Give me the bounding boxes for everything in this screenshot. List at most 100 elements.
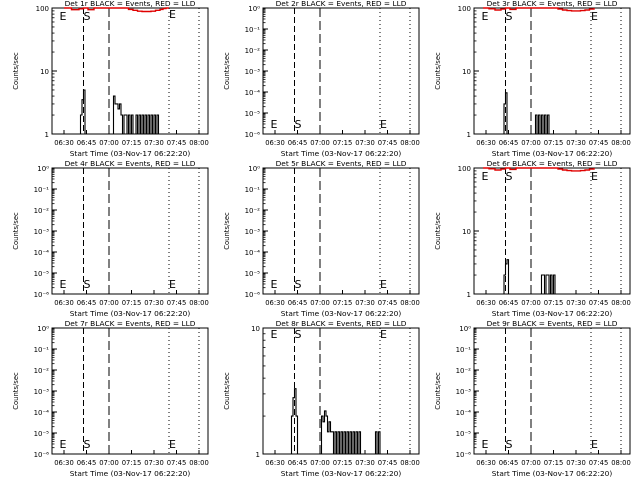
x-tick-label: 06:45	[499, 139, 519, 147]
y-tick-label: 100	[36, 5, 49, 13]
x-tick-label: 07:45	[378, 139, 398, 147]
y-tick-label: 1	[45, 131, 49, 139]
y-tick-label: 10⁻²	[245, 47, 261, 55]
start-marker: S	[295, 328, 302, 341]
y-axis-label: Counts/sec	[434, 52, 442, 90]
x-tick-label: 06:30	[476, 139, 496, 147]
x-tick-label: 07:45	[589, 139, 609, 147]
y-tick-label: 10⁻¹	[34, 186, 50, 194]
x-tick-label: 07:00	[521, 299, 541, 307]
plot-frame	[473, 327, 631, 455]
x-tick-label: 07:15	[122, 139, 142, 147]
y-tick-label: 10⁻²	[245, 207, 261, 215]
y-axis-label: Counts/sec	[223, 212, 231, 250]
x-tick-label: 07:30	[144, 139, 164, 147]
y-tick-label: 10⁻⁴	[245, 249, 261, 257]
y-tick-label: 10	[462, 68, 471, 76]
x-tick-label: 07:00	[310, 459, 330, 467]
x-tick-label: 07:30	[355, 299, 375, 307]
lld-series-line	[483, 167, 595, 172]
x-tick-label: 07:30	[355, 139, 375, 147]
start-marker: S	[295, 118, 302, 131]
plot-frame	[51, 327, 209, 455]
y-tick-label: 10⁰	[248, 5, 260, 13]
end-marker: E	[169, 8, 176, 21]
y-tick-label: 10⁰	[248, 165, 260, 173]
x-tick-label: 07:00	[521, 139, 541, 147]
x-tick-label: 07:30	[566, 139, 586, 147]
y-tick-label: 10⁻¹	[34, 346, 50, 354]
y-tick-label: 10⁻¹	[245, 26, 261, 34]
start-marker: S	[506, 170, 513, 183]
x-tick-label: 07:15	[122, 299, 142, 307]
panel-title: Det 3r BLACK = Events, RED = LLD	[487, 0, 618, 8]
y-tick-label: 10⁻²	[456, 367, 472, 375]
end-marker: E	[591, 438, 598, 451]
x-tick-label: 07:15	[333, 299, 353, 307]
x-axis-label: Start Time (03-Nov-17 06:22:20)	[70, 309, 191, 318]
x-tick-label: 07:45	[378, 459, 398, 467]
detector-panel-4: Det 4r BLACK = Events, RED = LLD Counts/s…	[12, 159, 209, 318]
y-tick-label: 1	[467, 131, 471, 139]
x-tick-label: 07:45	[167, 299, 187, 307]
x-tick-label: 08:00	[189, 459, 209, 467]
x-tick-label: 06:45	[288, 299, 308, 307]
x-tick-label: 07:30	[355, 459, 375, 467]
y-tick-label: 100	[458, 5, 471, 13]
x-tick-label: 08:00	[611, 299, 631, 307]
panel-title: Det 2r BLACK = Events, RED = LLD	[276, 0, 407, 8]
end-marker: E	[591, 10, 598, 23]
y-tick-label: 10⁻⁴	[34, 409, 50, 417]
x-tick-label: 06:30	[476, 299, 496, 307]
y-tick-label: 10	[40, 68, 49, 76]
y-axis-label: Counts/sec	[223, 52, 231, 90]
plot-frame	[262, 7, 420, 135]
panel-title: Det 7r BLACK = Events, RED = LLD	[65, 319, 196, 328]
detector-panel-1: Det 1r BLACK = Events, RED = LLD Counts/s…	[12, 0, 209, 158]
x-tick-label: 07:15	[333, 459, 353, 467]
y-tick-label: 10⁻⁵	[456, 430, 472, 438]
x-tick-label: 08:00	[611, 139, 631, 147]
start-marker: S	[295, 278, 302, 291]
y-tick-label: 10⁻⁵	[245, 270, 261, 278]
x-tick-label: 07:00	[99, 459, 119, 467]
y-tick-label: 10⁻⁵	[34, 270, 50, 278]
panel-title: Det 9r BLACK = Events, RED = LLD	[487, 319, 618, 328]
detector-panel-5: Det 5r BLACK = Events, RED = LLD Counts/s…	[223, 159, 420, 318]
x-tick-label: 07:00	[99, 299, 119, 307]
x-tick-label: 08:00	[400, 299, 420, 307]
end-marker: E	[380, 118, 387, 131]
x-tick-label: 07:30	[566, 299, 586, 307]
y-tick-label: 10⁻⁴	[456, 409, 472, 417]
x-tick-label: 08:00	[189, 299, 209, 307]
x-tick-label: 07:45	[167, 459, 187, 467]
y-axis-label: Counts/sec	[434, 212, 442, 250]
y-tick-label: 10⁻⁵	[245, 110, 261, 118]
start-marker: S	[84, 438, 91, 451]
events-series-line	[502, 92, 550, 135]
y-tick-label: 10⁻¹	[245, 186, 261, 194]
y-tick-label: 10⁻⁶	[245, 291, 261, 299]
end-marker: E	[271, 118, 278, 131]
x-tick-label: 07:00	[310, 299, 330, 307]
y-tick-label: 10⁻⁶	[456, 451, 472, 459]
x-axis-label: Start Time (03-Nov-17 06:22:20)	[70, 149, 191, 158]
y-axis-label: Counts/sec	[434, 372, 442, 410]
panel-title: Det 4r BLACK = Events, RED = LLD	[65, 159, 196, 168]
panel-title: Det 6r BLACK = Events, RED = LLD	[487, 159, 618, 168]
end-marker: E	[60, 438, 67, 451]
x-tick-label: 07:15	[333, 139, 353, 147]
panel-title: Det 8r BLACK = Events, RED = LLD	[276, 319, 407, 328]
panel-title: Det 5r BLACK = Events, RED = LLD	[276, 159, 407, 168]
y-tick-label: 10⁻³	[245, 68, 261, 76]
lld-series-line	[64, 7, 169, 13]
y-tick-label: 10⁻³	[34, 228, 50, 236]
start-marker: S	[506, 438, 513, 451]
x-tick-label: 08:00	[611, 459, 631, 467]
end-marker: E	[60, 278, 67, 291]
panel-title: Det 1r BLACK = Events, RED = LLD	[65, 0, 196, 8]
lld-series-line	[483, 7, 595, 12]
y-axis-label: Counts/sec	[12, 52, 20, 90]
y-tick-label: 10⁰	[459, 325, 471, 333]
